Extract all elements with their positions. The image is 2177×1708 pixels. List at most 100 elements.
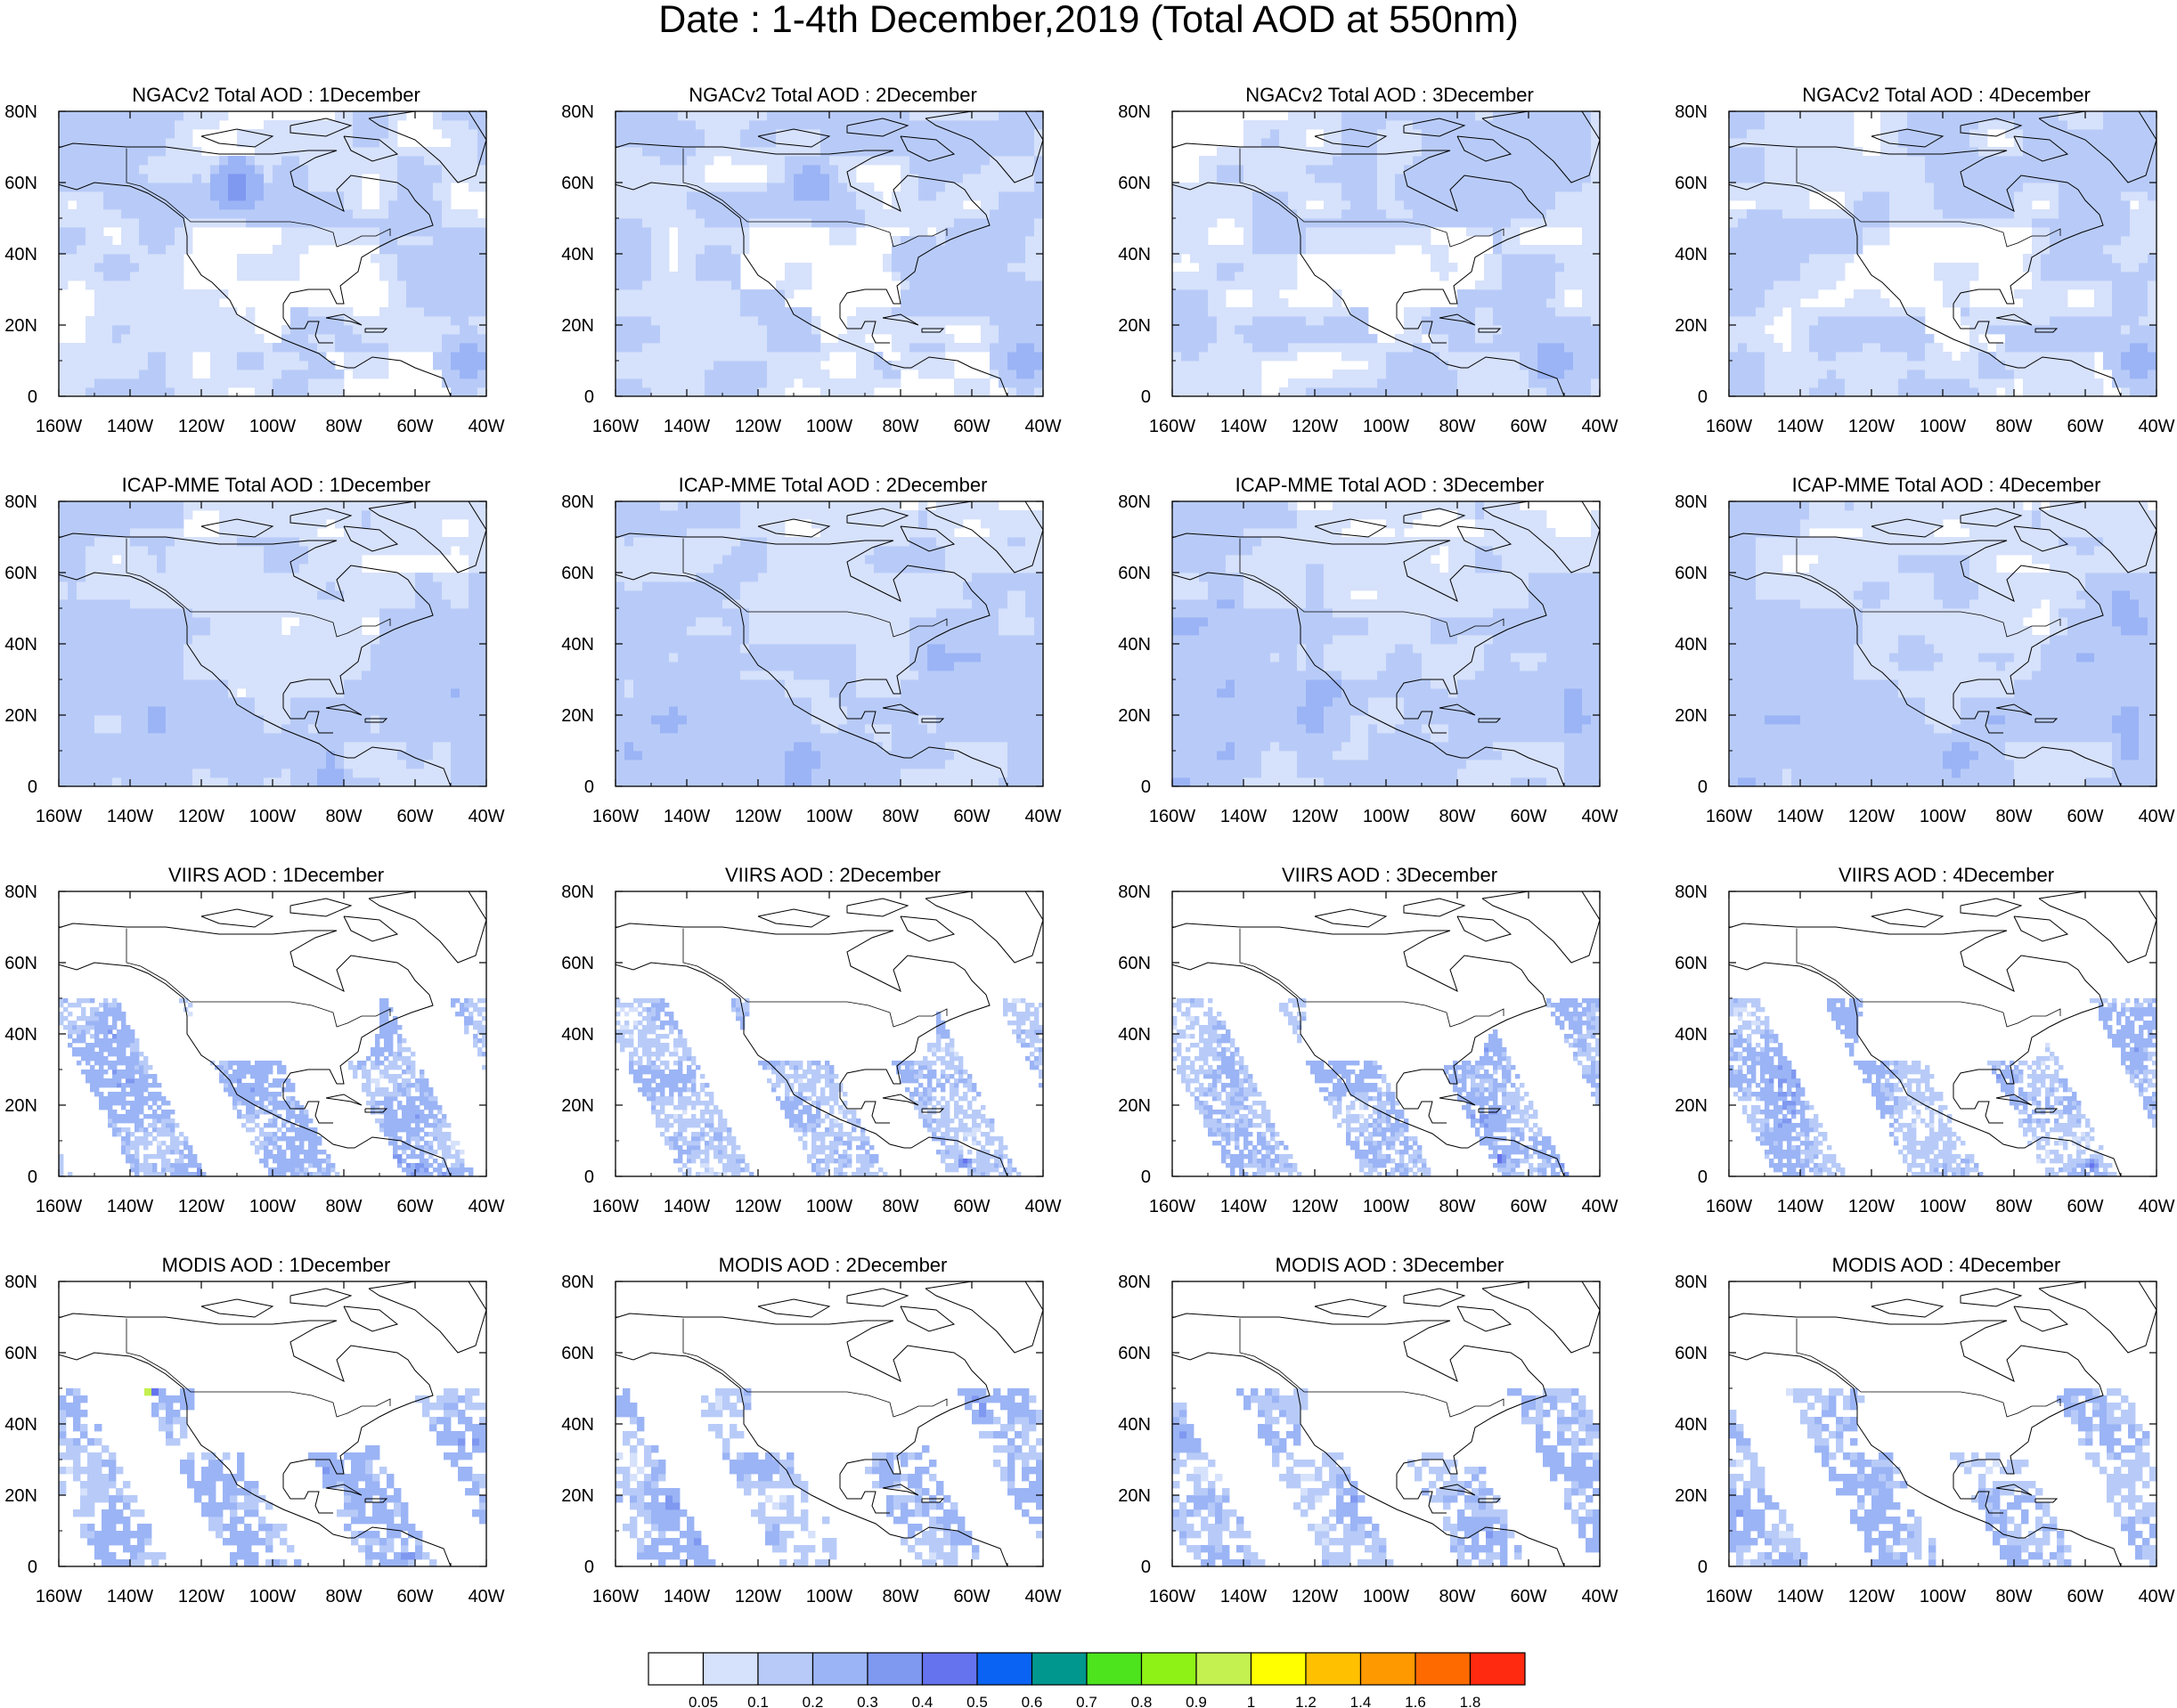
aod-cell [1226, 378, 1235, 388]
aod-cell [1475, 343, 1485, 353]
aod-cell [1836, 111, 1846, 121]
aod-cell [883, 120, 893, 130]
aod-cell [731, 245, 741, 255]
aod-cell [749, 209, 759, 219]
aod-cell [874, 378, 884, 388]
aod-cell [1809, 147, 1819, 157]
aod-cell [1800, 227, 1810, 237]
aod-cell [237, 218, 247, 228]
aod-cell [460, 352, 469, 362]
aod-cell [2059, 183, 2068, 192]
aod-cell [1738, 325, 1748, 335]
aod-cell [477, 298, 486, 308]
aod-cell [1863, 218, 1872, 228]
aod-cell [696, 156, 705, 166]
aod-cell [1952, 298, 1961, 308]
aod-cell [2014, 370, 2024, 379]
aod-cell [1395, 183, 1405, 192]
aod-cell [477, 307, 486, 317]
aod-cell [981, 165, 991, 175]
aod-cell [883, 156, 893, 166]
aod-cell [326, 334, 336, 344]
aod-cell [1208, 378, 1218, 388]
coastline [616, 182, 1008, 396]
aod-cell [1765, 129, 1774, 139]
aod-cell [1564, 307, 1574, 317]
aod-cell [175, 156, 184, 166]
aod-cell [1235, 387, 1244, 396]
aod-cell [1261, 272, 1271, 281]
aod-cell [1457, 129, 1467, 139]
aod-cell [1827, 245, 1837, 255]
aod-cell [1969, 387, 1979, 396]
aod-cell [767, 352, 777, 362]
aod-cell [308, 334, 318, 344]
aod-cell [1573, 156, 1583, 166]
aod-cell [1943, 298, 1953, 308]
aod-cell [2041, 289, 2051, 299]
aod-cell [2032, 129, 2042, 139]
aod-cell [157, 227, 167, 237]
aod-cell [1987, 191, 1997, 201]
aod-cell [1243, 334, 1253, 344]
aod-cell [166, 298, 175, 308]
aod-cell [1987, 174, 1997, 183]
aod-cell [794, 174, 803, 183]
aod-cell [424, 263, 434, 272]
aod-cell [1448, 156, 1458, 166]
aod-cell [1582, 263, 1592, 272]
aod-cell [678, 138, 688, 148]
aod-cell [2050, 129, 2059, 139]
aod-cell [1729, 289, 1739, 299]
aod-cell [990, 236, 999, 246]
aod-cell [388, 236, 398, 246]
y-tick-label: 40N [4, 245, 37, 264]
aod-cell [442, 174, 452, 183]
aod-cell [2059, 352, 2068, 362]
aod-cell [460, 370, 469, 379]
aod-cell [1916, 325, 1926, 335]
aod-cell [1350, 343, 1360, 353]
aod-cell [1395, 174, 1405, 183]
aod-cell [130, 316, 140, 326]
aod-cell [1738, 236, 1748, 246]
aod-cell [1341, 129, 1351, 139]
aod-cell [1261, 325, 1271, 335]
aod-cell [2059, 289, 2068, 299]
aod-cell [94, 281, 104, 290]
aod-cell [1493, 209, 1503, 219]
aod-cell [175, 361, 184, 370]
aod-cell [1502, 387, 1512, 396]
aod-cell [451, 316, 461, 326]
aod-cell [1341, 147, 1351, 157]
aod-cell [776, 361, 786, 370]
aod-cell [451, 120, 461, 130]
aod-cell [255, 361, 265, 370]
aod-cell [1800, 120, 1810, 130]
aod-cell [290, 156, 300, 166]
aod-cell [856, 352, 866, 362]
aod-cell [77, 272, 86, 281]
aod-cell [678, 227, 688, 237]
aod-cell [687, 245, 697, 255]
aod-cell [1025, 236, 1035, 246]
aod-cell [379, 183, 389, 192]
aod-cell [1226, 272, 1235, 281]
aod-cell [255, 352, 265, 362]
aod-cell [1252, 343, 1262, 353]
aod-cell [1306, 227, 1316, 237]
aod-cell [442, 129, 452, 139]
aod-cell [624, 227, 634, 237]
aod-cell [1800, 165, 1810, 175]
aod-cell [1880, 147, 1890, 157]
aod-cell [1502, 263, 1512, 272]
aod-cell [388, 209, 398, 219]
aod-cell [94, 111, 104, 121]
aod-cell [1529, 209, 1538, 219]
aod-cell [713, 254, 723, 264]
aod-cell [1800, 254, 1810, 264]
aod-cell [86, 378, 95, 388]
aod-cell [1007, 352, 1017, 362]
aod-cell [183, 138, 193, 148]
aod-cell [1279, 165, 1289, 175]
